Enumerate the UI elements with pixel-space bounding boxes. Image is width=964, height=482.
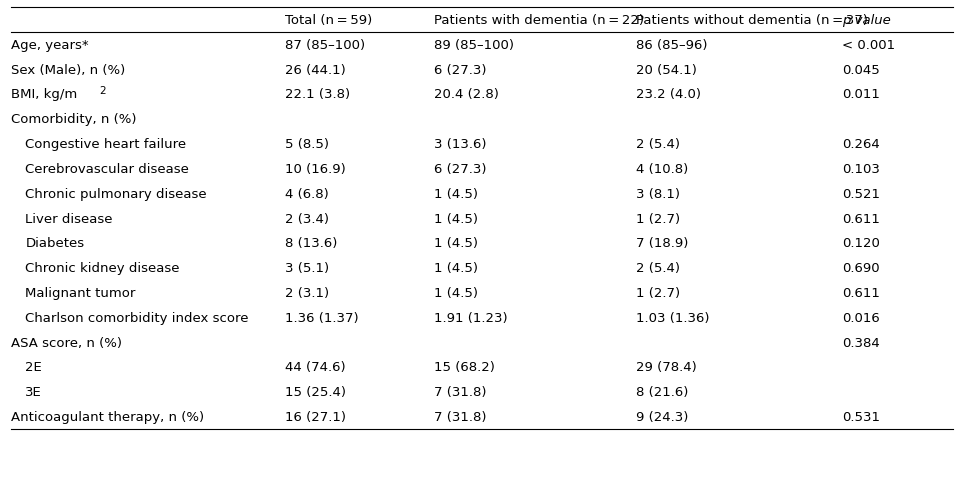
Text: Charlson comorbidity index score: Charlson comorbidity index score — [25, 312, 249, 325]
Text: 0.103: 0.103 — [843, 163, 880, 176]
Text: 9 (24.3): 9 (24.3) — [636, 411, 688, 424]
Text: 10 (16.9): 10 (16.9) — [285, 163, 346, 176]
Text: 86 (85–96): 86 (85–96) — [636, 39, 708, 52]
Text: Chronic pulmonary disease: Chronic pulmonary disease — [25, 187, 207, 201]
Text: Anticoagulant therapy, n (%): Anticoagulant therapy, n (%) — [11, 411, 204, 424]
Text: 1.36 (1.37): 1.36 (1.37) — [285, 312, 359, 325]
Text: 0.120: 0.120 — [843, 237, 880, 250]
Text: 1 (4.5): 1 (4.5) — [434, 237, 478, 250]
Text: 1 (4.5): 1 (4.5) — [434, 262, 478, 275]
Text: 2 (5.4): 2 (5.4) — [636, 262, 680, 275]
Text: Age, years*: Age, years* — [11, 39, 89, 52]
Text: 1.91 (1.23): 1.91 (1.23) — [434, 312, 508, 325]
Text: ASA score, n (%): ASA score, n (%) — [11, 336, 122, 349]
Text: 5 (8.5): 5 (8.5) — [285, 138, 329, 151]
Text: Total (n = 59): Total (n = 59) — [285, 14, 372, 27]
Text: 4 (6.8): 4 (6.8) — [285, 187, 329, 201]
Text: p value: p value — [843, 14, 891, 27]
Text: 20.4 (2.8): 20.4 (2.8) — [434, 89, 498, 102]
Text: 7 (18.9): 7 (18.9) — [636, 237, 688, 250]
Text: 8 (13.6): 8 (13.6) — [285, 237, 337, 250]
Text: 0.521: 0.521 — [843, 187, 880, 201]
Text: 2 (5.4): 2 (5.4) — [636, 138, 680, 151]
Text: 15 (25.4): 15 (25.4) — [285, 386, 346, 399]
Text: Sex (Male), n (%): Sex (Male), n (%) — [11, 64, 125, 77]
Text: < 0.001: < 0.001 — [843, 39, 896, 52]
Text: 8 (21.6): 8 (21.6) — [636, 386, 688, 399]
Text: 1 (2.7): 1 (2.7) — [636, 287, 680, 300]
Text: 7 (31.8): 7 (31.8) — [434, 386, 487, 399]
Text: 89 (85–100): 89 (85–100) — [434, 39, 514, 52]
Text: 7 (31.8): 7 (31.8) — [434, 411, 487, 424]
Text: 0.011: 0.011 — [843, 89, 880, 102]
Text: 0.384: 0.384 — [843, 336, 880, 349]
Text: 1 (4.5): 1 (4.5) — [434, 287, 478, 300]
Text: BMI, kg/m: BMI, kg/m — [11, 89, 77, 102]
Text: 15 (68.2): 15 (68.2) — [434, 362, 495, 375]
Text: 87 (85–100): 87 (85–100) — [285, 39, 365, 52]
Text: 0.016: 0.016 — [843, 312, 880, 325]
Text: 1 (4.5): 1 (4.5) — [434, 187, 478, 201]
Text: 22.1 (3.8): 22.1 (3.8) — [285, 89, 350, 102]
Text: 0.045: 0.045 — [843, 64, 880, 77]
Text: 0.531: 0.531 — [843, 411, 880, 424]
Text: 26 (44.1): 26 (44.1) — [285, 64, 346, 77]
Text: 2 (3.1): 2 (3.1) — [285, 287, 329, 300]
Text: 3 (5.1): 3 (5.1) — [285, 262, 329, 275]
Text: 2 (3.4): 2 (3.4) — [285, 213, 329, 226]
Text: 6 (27.3): 6 (27.3) — [434, 64, 487, 77]
Text: Liver disease: Liver disease — [25, 213, 113, 226]
Text: 0.611: 0.611 — [843, 287, 880, 300]
Text: Patients with dementia (n = 22): Patients with dementia (n = 22) — [434, 14, 644, 27]
Text: Patients without dementia (n = 37): Patients without dementia (n = 37) — [636, 14, 868, 27]
Text: 3E: 3E — [25, 386, 42, 399]
Text: 4 (10.8): 4 (10.8) — [636, 163, 688, 176]
Text: 2: 2 — [99, 86, 106, 96]
Text: 3 (13.6): 3 (13.6) — [434, 138, 487, 151]
Text: 0.690: 0.690 — [843, 262, 880, 275]
Text: 0.264: 0.264 — [843, 138, 880, 151]
Text: Malignant tumor: Malignant tumor — [25, 287, 136, 300]
Text: Congestive heart failure: Congestive heart failure — [25, 138, 187, 151]
Text: Chronic kidney disease: Chronic kidney disease — [25, 262, 180, 275]
Text: 20 (54.1): 20 (54.1) — [636, 64, 697, 77]
Text: 6 (27.3): 6 (27.3) — [434, 163, 487, 176]
Text: Diabetes: Diabetes — [25, 237, 85, 250]
Text: 44 (74.6): 44 (74.6) — [285, 362, 345, 375]
Text: 3 (8.1): 3 (8.1) — [636, 187, 680, 201]
Text: 1 (2.7): 1 (2.7) — [636, 213, 680, 226]
Text: Comorbidity, n (%): Comorbidity, n (%) — [11, 113, 137, 126]
Text: 1.03 (1.36): 1.03 (1.36) — [636, 312, 710, 325]
Text: 16 (27.1): 16 (27.1) — [285, 411, 346, 424]
Text: 23.2 (4.0): 23.2 (4.0) — [636, 89, 701, 102]
Text: Cerebrovascular disease: Cerebrovascular disease — [25, 163, 189, 176]
Text: 1 (4.5): 1 (4.5) — [434, 213, 478, 226]
Text: 2E: 2E — [25, 362, 42, 375]
Text: 0.611: 0.611 — [843, 213, 880, 226]
Text: 29 (78.4): 29 (78.4) — [636, 362, 697, 375]
